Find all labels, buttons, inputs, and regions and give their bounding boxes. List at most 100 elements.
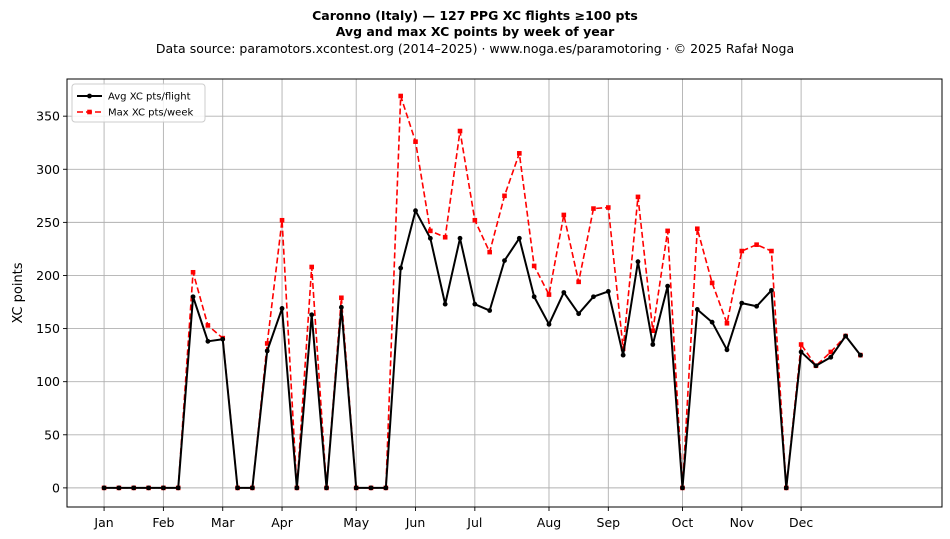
data-point [665, 283, 671, 289]
data-point [576, 279, 581, 285]
data-point [828, 354, 834, 360]
data-point [279, 305, 285, 311]
data-point [650, 328, 656, 334]
chart-titles: Caronno (Italy) — 127 PPG XC flights ≥10… [0, 8, 950, 58]
series-layer [101, 93, 863, 491]
data-point [427, 235, 433, 241]
data-point [339, 295, 344, 301]
data-point [843, 333, 849, 339]
data-point [442, 301, 448, 307]
y-tick-label: 300 [36, 162, 60, 177]
data-point [576, 311, 582, 317]
data-point [591, 294, 596, 300]
data-point [368, 485, 374, 491]
data-point [249, 485, 255, 491]
x-tick-label: Aug [537, 515, 561, 530]
data-point [353, 485, 359, 491]
plot-area-frame [66, 78, 943, 508]
data-point [457, 235, 463, 241]
data-point [502, 193, 507, 199]
data-point [190, 294, 196, 300]
data-point [858, 352, 863, 358]
data-point [309, 264, 315, 270]
data-point [338, 304, 344, 310]
data-point [709, 319, 715, 325]
data-point [205, 323, 211, 328]
data-point [413, 208, 418, 214]
y-tick-label: 0 [52, 480, 60, 495]
data-point [457, 128, 463, 134]
x-tick-label: Feb [152, 515, 174, 530]
x-tick-label: May [343, 515, 369, 530]
data-point [828, 349, 834, 355]
data-point [160, 485, 166, 491]
x-tick-label: Jul [466, 515, 482, 530]
legend-label: Avg XC pts/flight [108, 92, 191, 103]
legend: Avg XC pts/flight Max XC pts/week [71, 83, 206, 123]
axis-ticks: 0 50 100 150 200 250 300 350 Jan Feb Mar Apr May Jun J… [36, 109, 813, 530]
y-axis-label: XC points [11, 262, 26, 323]
y-tick-label: 250 [36, 215, 60, 230]
x-tick-label: Mar [211, 515, 235, 530]
data-point [531, 294, 537, 300]
data-point [383, 485, 389, 491]
x-tick-label: Nov [730, 515, 755, 530]
y-tick-label: 200 [36, 268, 60, 283]
x-tick-label: Dec [789, 515, 813, 530]
y-tick-label: 100 [36, 374, 60, 389]
legend-label: Max XC pts/week [108, 108, 193, 119]
data-point [472, 301, 478, 307]
data-point [769, 248, 774, 254]
data-point [620, 352, 626, 358]
data-point [665, 228, 670, 234]
data-point [635, 259, 641, 265]
data-point [694, 307, 700, 312]
data-point [546, 292, 552, 297]
data-point [798, 349, 804, 355]
data-point [487, 308, 493, 313]
data-point [442, 234, 448, 240]
data-point [754, 303, 760, 309]
data-point [739, 248, 745, 254]
data-point [294, 485, 300, 491]
y-tick-label: 150 [36, 321, 60, 336]
legend-marker [87, 109, 92, 115]
y-tick-label: 50 [44, 427, 60, 442]
data-point [264, 341, 270, 346]
data-point [724, 320, 730, 326]
data-point [783, 485, 789, 491]
data-point [502, 258, 507, 264]
data-point [205, 338, 211, 344]
data-point [487, 249, 492, 255]
series-line [104, 209, 862, 489]
data-point [606, 205, 611, 210]
x-tick-label: Oct [672, 515, 694, 530]
data-point [694, 226, 700, 232]
data-point [101, 485, 107, 491]
data-point [413, 139, 418, 144]
data-point [769, 287, 774, 293]
x-tick-label: Jan [93, 515, 113, 530]
data-point [798, 342, 804, 347]
data-point [220, 336, 226, 342]
chart-source-note: Data source: paramotors.xcontest.org (20… [155, 41, 795, 56]
y-tick-label: 350 [36, 109, 60, 124]
data-point [813, 363, 819, 369]
data-point [428, 228, 433, 234]
data-point [116, 485, 122, 491]
legend-marker [87, 93, 92, 99]
data-point [517, 151, 522, 156]
data-point [754, 242, 759, 247]
data-point [324, 485, 329, 491]
data-point [650, 342, 656, 347]
data-point [264, 348, 270, 354]
series-line [104, 95, 862, 489]
chart-subtitle: Avg and max XC points by week of year [335, 24, 615, 39]
data-point [235, 485, 240, 491]
data-point [739, 300, 745, 306]
grid-lines [67, 79, 942, 507]
data-point [561, 212, 567, 218]
data-point [398, 265, 404, 271]
data-point [635, 194, 641, 200]
